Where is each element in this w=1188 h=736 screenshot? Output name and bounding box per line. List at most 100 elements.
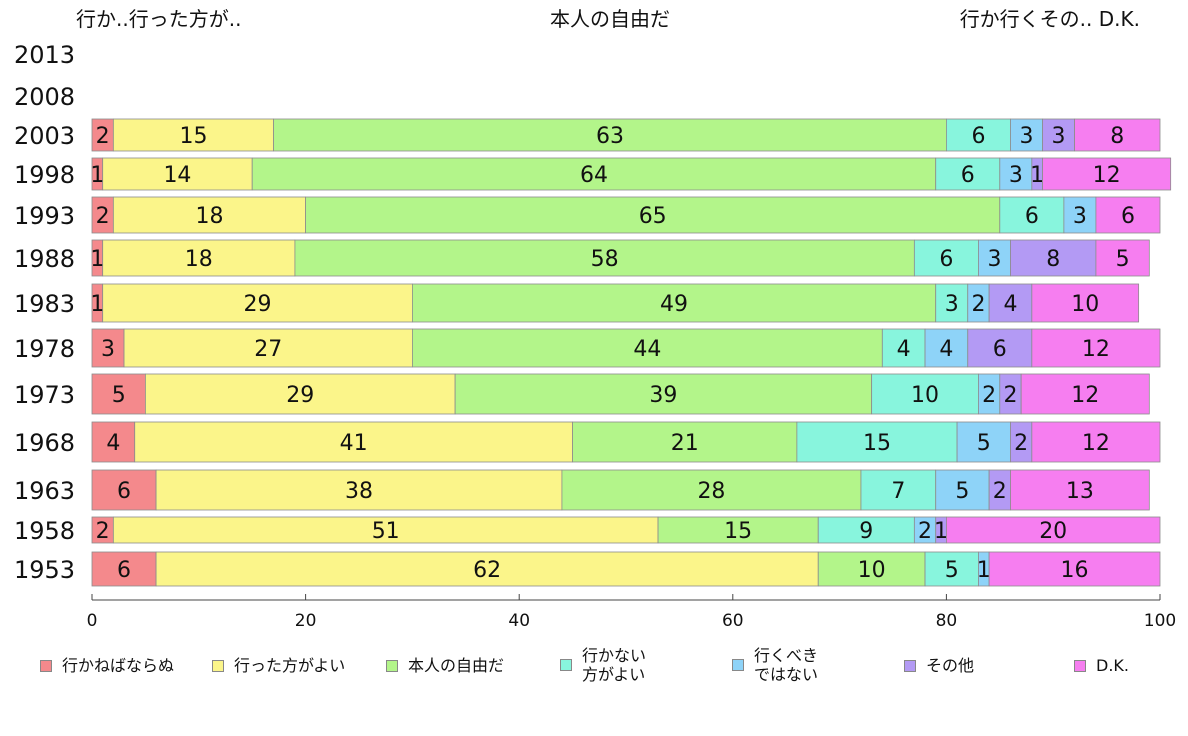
data-label: 13 [1066,479,1094,504]
bar-segment [1010,239,1097,277]
bar-segment [1095,239,1150,277]
bar-segment [946,516,1161,544]
data-label: 44 [633,337,661,362]
year-label: 2008 [14,83,75,111]
legend-item: 行かねばならぬ [40,656,174,675]
bar-segment [988,551,1161,587]
bar-segment [817,551,926,587]
bar-segment [305,196,1001,234]
data-label: 6 [117,479,131,504]
data-label: 2 [918,519,932,544]
bar-segment [134,421,574,463]
data-label: 27 [254,337,282,362]
bar-segment [796,421,958,463]
legend-label: 行かねばならぬ [62,656,175,675]
data-label: 3 [1073,204,1087,229]
year-label: 2013 [14,41,75,69]
data-label: 14 [163,163,191,188]
data-label: 49 [660,292,688,317]
x-tick-label: 80 [936,611,958,631]
bar-segment [1010,469,1150,511]
legend: 行かねばならぬ 行った方がよい 本人の自由だ 行かない 方がよい 行くべき ではない その… [40,646,1180,694]
legend-swatch [1074,659,1086,672]
bar-segment [946,118,1011,152]
header-label: 行か..行った方が.. [76,7,241,31]
data-label: 3 [101,337,115,362]
data-label: 5 [945,558,959,583]
data-label: 41 [340,431,368,456]
year-label: 1968 [14,429,75,457]
data-label: 1 [90,247,104,272]
header-label: 行か行くその.. D.K. [960,7,1140,31]
bar-segment [112,118,274,152]
bar-area: 2 15 63 6 3 3 81 14 64 6 3 1 122 18 65 6 3 61 18 58 6 3 8 51 29 4… [90,118,1172,587]
bar-segment [881,328,926,368]
legend-swatch [40,659,52,672]
bar-segment [91,469,157,511]
data-label: 20 [1039,519,1067,544]
data-label: 9 [859,519,873,544]
bar-segment [102,283,413,323]
data-label: 28 [697,479,725,504]
bar-segment [935,469,990,511]
bar-segment [924,328,969,368]
bar-segment [871,373,979,415]
bar-segment [454,373,873,415]
bar-segment [251,157,937,191]
data-label: 18 [185,247,213,272]
bar-segment [102,239,296,277]
year-label: 1953 [14,556,75,584]
bar-segment [1063,196,1097,234]
data-label: 58 [591,247,619,272]
bar-segment [1042,118,1075,152]
data-label: 6 [1025,204,1039,229]
data-label: 6 [971,124,985,149]
bar-segment [978,239,1011,277]
bar-segment [112,516,659,544]
data-label: 4 [1003,292,1017,317]
bar-segment [956,421,1011,463]
year-labels: 2013 2008 2003 1998 1993 1988 1983 1978 1973 1968… [14,41,75,584]
bar-segment [999,196,1065,234]
data-label: 1 [977,558,991,583]
data-label: 6 [993,337,1007,362]
data-label: 5 [955,479,969,504]
bar-segment [967,328,1033,368]
bar-segment [935,157,1001,191]
bar-segment [988,283,1033,323]
data-label: 12 [1093,163,1121,188]
data-label: 2 [96,519,110,544]
year-label: 1963 [14,477,75,505]
data-label: 51 [372,519,400,544]
data-label: 3 [1020,124,1034,149]
legend-label: 行かない 方がよい [582,646,647,684]
data-label: 6 [961,163,975,188]
bar-segment [657,516,819,544]
bar-segment [1095,196,1161,234]
data-label: 63 [596,124,624,149]
bar-segment [411,328,883,368]
legend-label: D.K. [1096,656,1129,675]
year-label: 1958 [14,517,75,545]
data-label: 10 [858,558,886,583]
data-label: 3 [987,247,1001,272]
data-label: 2 [1003,383,1017,408]
bar-segment [999,157,1033,191]
data-label: 65 [639,204,667,229]
bar-segment [1020,373,1150,415]
x-tick-label: 100 [1144,611,1176,631]
data-label: 5 [112,383,126,408]
data-label: 12 [1071,383,1099,408]
data-label: 39 [649,383,677,408]
data-label: 5 [1116,247,1130,272]
bar-segment [817,516,915,544]
data-label: 4 [897,337,911,362]
legend-swatch [560,659,572,671]
x-tick-label: 60 [722,611,744,631]
bar-segment [1031,283,1140,323]
data-label: 10 [911,383,939,408]
bar-segment [913,239,979,277]
data-label: 62 [473,558,501,583]
bar-segment [91,421,136,463]
